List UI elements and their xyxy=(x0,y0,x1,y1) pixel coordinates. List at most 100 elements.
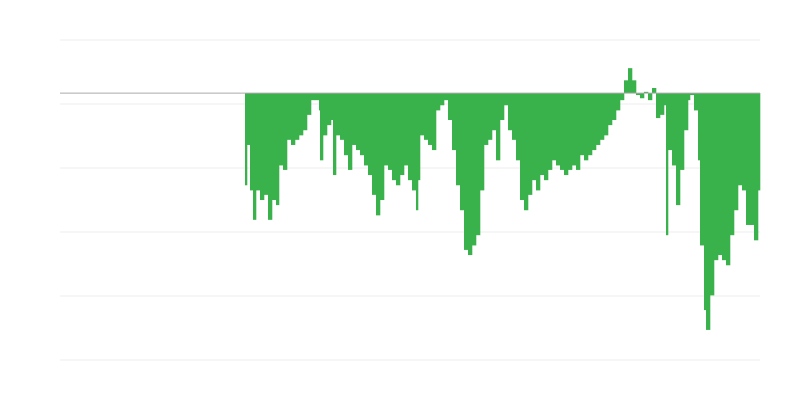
bar xyxy=(500,93,505,120)
bar xyxy=(710,93,715,296)
bar xyxy=(746,93,751,225)
bar xyxy=(468,93,473,256)
bar xyxy=(336,93,341,136)
bar xyxy=(664,93,667,106)
bar xyxy=(640,93,645,99)
bar xyxy=(532,93,537,181)
bar xyxy=(250,93,254,191)
bar xyxy=(436,93,441,111)
bar xyxy=(315,93,320,101)
bar xyxy=(256,93,261,191)
bar xyxy=(536,93,541,191)
bar xyxy=(279,93,284,166)
bar xyxy=(484,93,489,145)
bar xyxy=(311,93,316,101)
bar xyxy=(424,93,429,140)
bar xyxy=(666,93,669,236)
bar xyxy=(704,93,707,311)
bar xyxy=(340,93,345,140)
bar xyxy=(636,93,641,96)
bar xyxy=(276,93,280,206)
bar xyxy=(564,93,569,176)
bar xyxy=(456,93,461,186)
bar xyxy=(472,93,477,246)
bar xyxy=(644,91,649,94)
bar xyxy=(520,93,525,200)
bar xyxy=(247,93,251,145)
bar xyxy=(652,88,657,94)
bar xyxy=(344,93,349,156)
bar xyxy=(540,93,545,176)
bar xyxy=(596,93,601,145)
bar xyxy=(364,93,369,166)
bar xyxy=(548,93,553,170)
bar xyxy=(295,93,300,140)
bar xyxy=(360,93,365,156)
bar xyxy=(742,93,747,191)
bar xyxy=(356,93,361,151)
bar xyxy=(628,68,633,94)
bar xyxy=(404,93,409,166)
bar xyxy=(504,93,509,106)
bar xyxy=(624,80,629,94)
bar xyxy=(604,93,609,136)
bar xyxy=(448,93,453,120)
bar xyxy=(592,93,597,151)
bar xyxy=(648,93,653,101)
bar xyxy=(758,93,761,191)
bar xyxy=(396,93,401,186)
bar xyxy=(388,93,393,170)
bar xyxy=(420,93,425,136)
bar xyxy=(714,93,719,261)
bar xyxy=(400,93,405,176)
bar xyxy=(568,93,573,170)
bar xyxy=(264,93,269,195)
bar xyxy=(750,93,755,225)
bar xyxy=(368,93,373,176)
bar xyxy=(408,93,413,181)
bar xyxy=(508,93,513,131)
bar xyxy=(668,93,673,151)
bar xyxy=(412,93,417,191)
bar xyxy=(580,93,585,156)
bar xyxy=(600,93,605,140)
bar xyxy=(291,93,296,145)
bar xyxy=(726,93,731,266)
bar xyxy=(323,93,328,136)
bar xyxy=(319,93,321,111)
bar xyxy=(656,93,661,119)
bar xyxy=(327,93,332,126)
bar xyxy=(476,93,481,236)
bar xyxy=(528,93,533,195)
bar xyxy=(738,93,743,186)
bar xyxy=(348,93,353,170)
bar xyxy=(698,93,701,161)
bar xyxy=(688,93,691,101)
bar xyxy=(496,93,501,161)
bar xyxy=(620,93,625,101)
bar xyxy=(660,93,665,115)
bar xyxy=(492,93,497,131)
bar xyxy=(245,93,248,186)
bar xyxy=(524,93,529,211)
bar xyxy=(320,93,324,161)
bar xyxy=(734,93,739,211)
bar xyxy=(730,93,735,236)
bar xyxy=(299,93,304,136)
bar xyxy=(706,93,711,330)
bar xyxy=(612,93,617,120)
bar xyxy=(700,93,705,246)
bar xyxy=(307,93,312,115)
bar xyxy=(444,93,449,101)
bar xyxy=(588,93,593,156)
bar xyxy=(576,93,581,170)
bar xyxy=(376,93,381,216)
bar xyxy=(680,93,685,170)
bar xyxy=(684,93,689,131)
bar xyxy=(718,93,723,256)
bar xyxy=(754,93,759,241)
bar xyxy=(672,93,677,166)
bar xyxy=(616,93,621,111)
bar xyxy=(608,93,613,126)
